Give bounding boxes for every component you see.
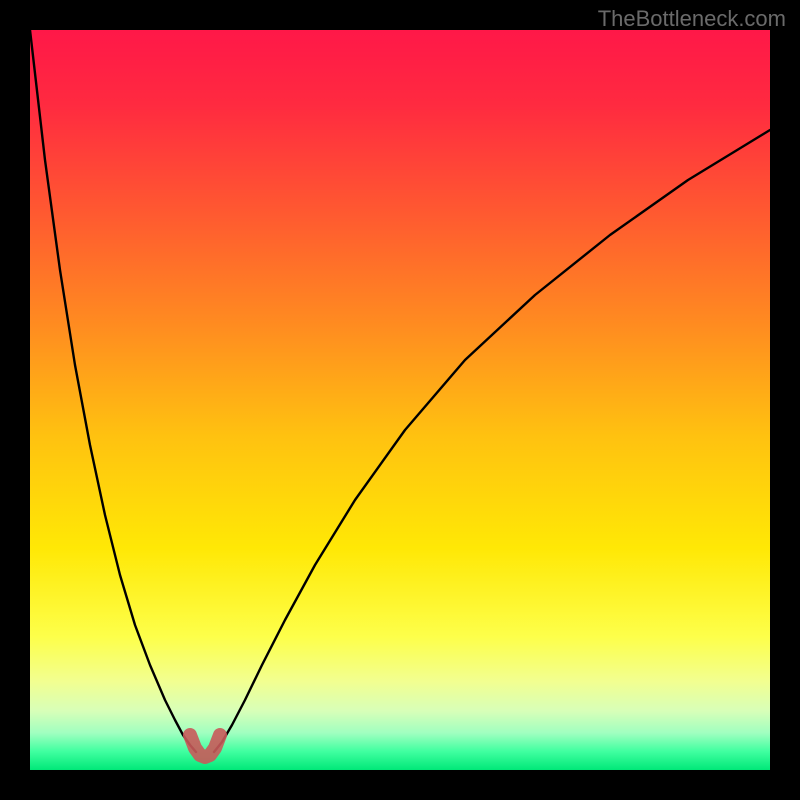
plot-area: [30, 30, 770, 770]
curve-left: [30, 30, 196, 752]
valley-highlight: [190, 735, 220, 757]
bottleneck-curve: [30, 30, 770, 770]
curve-right: [214, 130, 770, 752]
watermark-text: TheBottleneck.com: [598, 6, 786, 32]
